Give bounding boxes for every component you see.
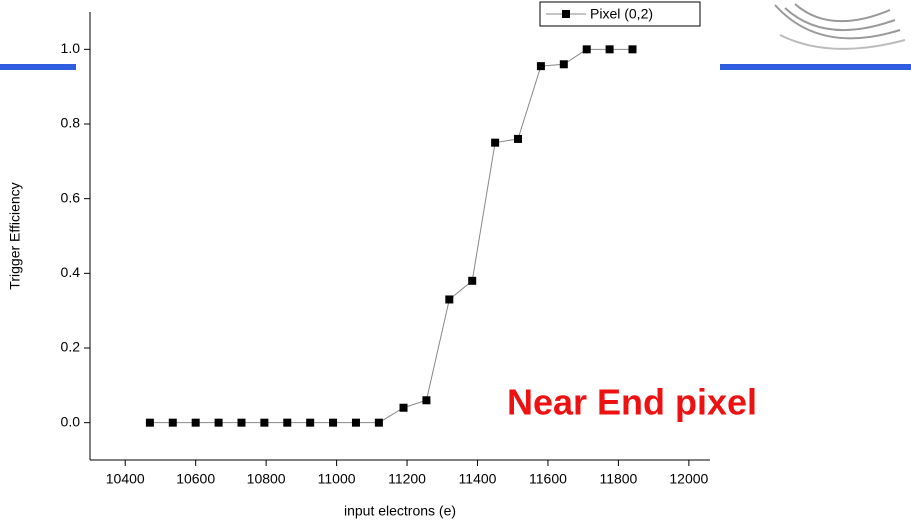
x-axis-label: input electrons (e) [344, 503, 456, 519]
data-point [237, 419, 245, 427]
chart: Trigger Efficiency input electrons (e) N… [0, 0, 911, 528]
series-line [150, 49, 633, 422]
data-point [468, 277, 476, 285]
y-tick-label: 0.8 [61, 115, 81, 131]
data-point [514, 135, 522, 143]
page: Trigger Efficiency input electrons (e) N… [0, 0, 911, 528]
data-point [422, 396, 430, 404]
x-tick-label: 10400 [106, 471, 145, 487]
x-tick-label: 11600 [529, 471, 567, 487]
data-point [260, 419, 268, 427]
annotation: Near End pixel [507, 382, 757, 423]
data-point [583, 45, 591, 53]
x-tick-label: 11200 [388, 471, 426, 487]
data-point [400, 404, 408, 412]
data-point [215, 419, 223, 427]
legend-label: Pixel (0,2) [590, 6, 653, 22]
logo [775, 4, 905, 49]
data-point [169, 419, 177, 427]
y-tick-label: 0.2 [61, 339, 81, 355]
y-tick-label: 0.6 [61, 189, 81, 205]
x-tick-label: 11800 [599, 471, 637, 487]
data-point [537, 62, 545, 70]
data-point [445, 295, 453, 303]
slide-bar [0, 64, 76, 70]
legend-marker [562, 10, 570, 18]
data-point [629, 45, 637, 53]
data-point [329, 419, 337, 427]
y-tick-label: 0.0 [61, 413, 81, 429]
x-tick-label: 10800 [247, 471, 286, 487]
data-point [491, 139, 499, 147]
data-point [560, 60, 568, 68]
data-point [606, 45, 614, 53]
data-point [146, 419, 154, 427]
x-tick-label: 11000 [318, 471, 356, 487]
data-point [375, 419, 383, 427]
y-tick-label: 1.0 [61, 40, 81, 56]
data-point [306, 419, 314, 427]
data-point [192, 419, 200, 427]
y-axis-label: Trigger Efficiency [7, 182, 23, 289]
x-tick-label: 12000 [669, 471, 708, 487]
slide-bar [720, 64, 911, 70]
x-tick-label: 10600 [176, 471, 215, 487]
x-tick-label: 11400 [459, 471, 497, 487]
y-tick-label: 0.4 [61, 264, 81, 280]
data-point [352, 419, 360, 427]
data-point [283, 419, 291, 427]
